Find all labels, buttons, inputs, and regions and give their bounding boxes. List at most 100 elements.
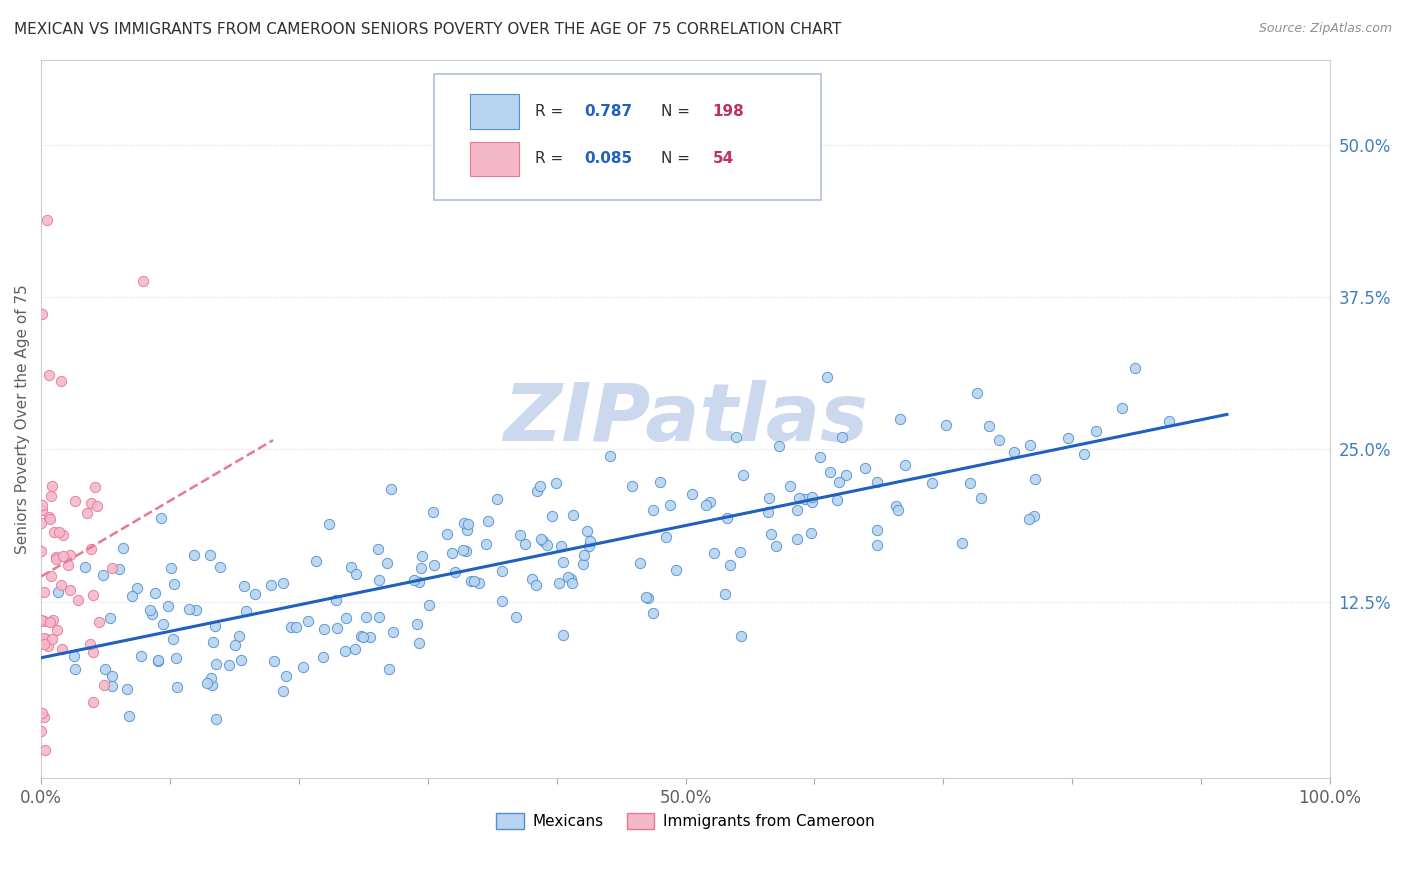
Point — [477, 514, 499, 528]
Point — [505, 610, 527, 624]
Point — [318, 516, 340, 531]
Text: Source: ZipAtlas.com: Source: ZipAtlas.com — [1258, 22, 1392, 36]
Text: N =: N = — [661, 103, 695, 119]
Point — [350, 629, 373, 643]
Point — [1085, 424, 1108, 438]
Point — [367, 610, 389, 624]
Point — [65, 662, 87, 676]
Point — [378, 661, 401, 675]
Point — [935, 417, 957, 432]
Point — [39, 569, 62, 583]
Point — [228, 629, 250, 643]
Point — [491, 594, 513, 608]
Point — [451, 543, 474, 558]
Point — [529, 479, 551, 493]
Text: R =: R = — [534, 152, 568, 166]
Point — [31, 502, 53, 516]
Text: 198: 198 — [713, 103, 744, 119]
Point — [724, 430, 747, 444]
Point — [79, 542, 101, 557]
Point — [889, 411, 911, 425]
Point — [32, 632, 55, 646]
Point — [32, 585, 55, 599]
Point — [418, 598, 440, 612]
Point — [641, 606, 664, 620]
Point — [443, 566, 465, 580]
Point — [540, 509, 562, 524]
Point — [794, 492, 817, 507]
Point — [160, 561, 183, 575]
Point — [354, 610, 377, 624]
Point — [93, 678, 115, 692]
Point — [208, 560, 231, 574]
Point — [201, 678, 224, 692]
Point — [831, 430, 853, 444]
Point — [894, 458, 917, 472]
Point — [218, 657, 240, 672]
Point — [423, 558, 446, 572]
Point — [58, 583, 80, 598]
Point — [280, 620, 302, 634]
Point — [32, 710, 55, 724]
Point — [553, 555, 575, 569]
Point — [1024, 472, 1046, 486]
Point — [101, 679, 124, 693]
Point — [201, 634, 224, 648]
Point — [139, 603, 162, 617]
Point — [467, 576, 489, 591]
Point — [728, 545, 751, 559]
Point — [204, 657, 226, 671]
Point — [152, 616, 174, 631]
Point — [32, 614, 55, 628]
Point — [30, 543, 52, 558]
Point — [333, 644, 356, 658]
Point — [681, 486, 703, 500]
Point — [628, 556, 651, 570]
Point — [284, 620, 307, 634]
Point — [553, 628, 575, 642]
Point — [56, 558, 79, 573]
Point — [718, 558, 741, 572]
Point — [52, 528, 75, 542]
Point — [166, 680, 188, 694]
Point — [808, 450, 831, 465]
Point — [98, 611, 121, 625]
Point — [229, 652, 252, 666]
Text: ZIPatlas: ZIPatlas — [503, 380, 868, 458]
Point — [655, 530, 678, 544]
Point — [548, 576, 571, 591]
Point — [1073, 447, 1095, 461]
Point — [49, 578, 72, 592]
Point — [530, 532, 553, 546]
Point — [39, 615, 62, 629]
Point — [599, 449, 621, 463]
Point — [453, 516, 475, 531]
Point — [988, 433, 1011, 447]
Point — [665, 563, 688, 577]
Point — [703, 546, 725, 560]
Point — [35, 632, 58, 646]
Point — [557, 569, 579, 583]
Point — [195, 675, 218, 690]
Point — [637, 591, 659, 606]
Point — [117, 708, 139, 723]
Point — [184, 602, 207, 616]
Point — [75, 560, 97, 574]
Point — [115, 682, 138, 697]
Point — [121, 589, 143, 603]
Point — [205, 712, 228, 726]
Point — [562, 508, 585, 522]
Point — [51, 374, 73, 388]
Point — [768, 439, 790, 453]
Point — [733, 468, 755, 483]
Point — [695, 498, 717, 512]
Point — [560, 572, 582, 586]
Point — [758, 505, 780, 519]
Point — [141, 607, 163, 622]
Point — [835, 468, 858, 483]
Point — [634, 590, 657, 604]
Point — [475, 537, 498, 551]
Point — [578, 534, 600, 549]
Point — [35, 212, 58, 227]
Point — [411, 561, 433, 575]
